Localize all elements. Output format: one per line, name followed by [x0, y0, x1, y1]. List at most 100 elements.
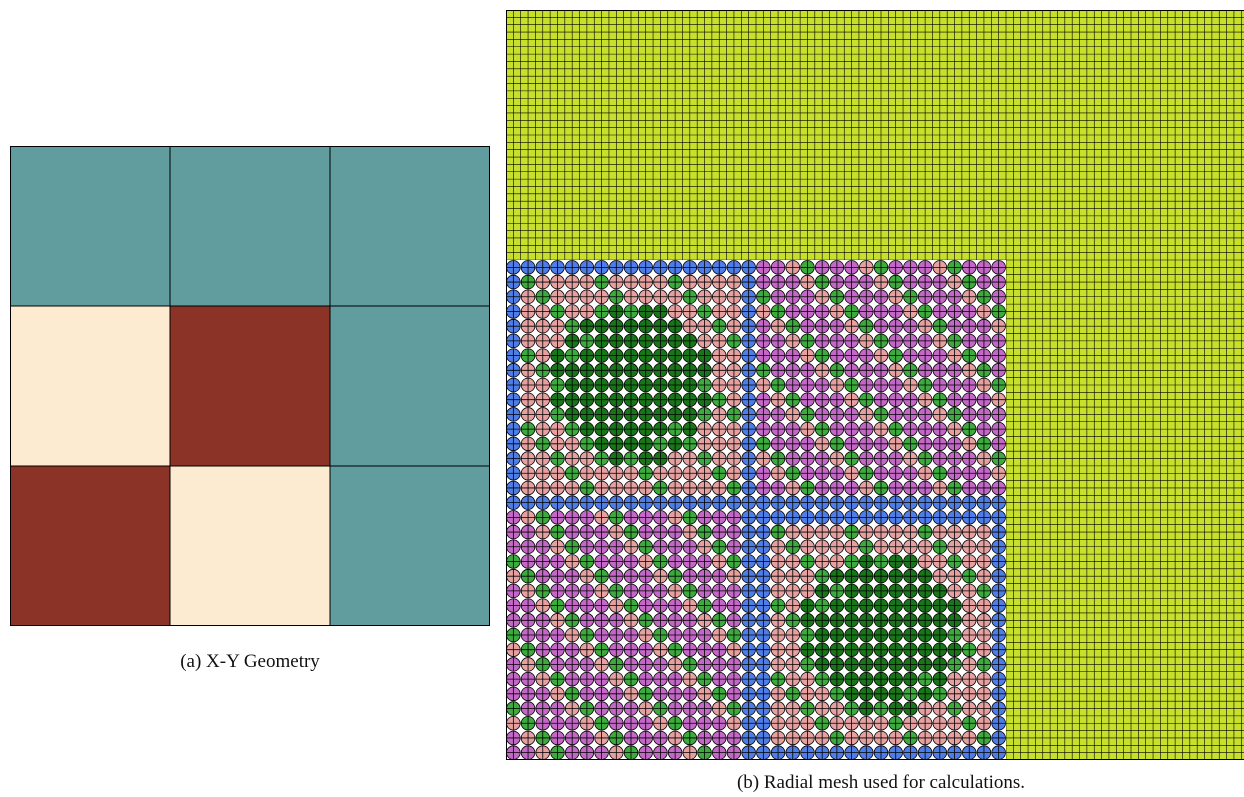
pin-cell-divider	[741, 466, 756, 481]
pin-cell-divider	[506, 304, 521, 319]
pin-cell-divider	[727, 451, 741, 466]
pin-cell-divider	[550, 363, 565, 378]
pin-cell-divider	[977, 466, 991, 481]
pin-cell-divider	[653, 436, 668, 451]
pin-cell-divider	[565, 554, 580, 569]
pin-cell-divider	[741, 304, 756, 319]
pin-cell-divider	[888, 407, 903, 422]
pin-cell-divider	[947, 422, 962, 436]
pin-cell-divider	[668, 348, 682, 363]
pin-cell-divider	[638, 598, 653, 613]
pin-cell-divider	[977, 584, 991, 598]
pin-cell-divider	[830, 701, 844, 716]
pin-cell-divider	[653, 525, 668, 539]
pin-cell-divider	[594, 392, 609, 407]
pin-cell-divider	[624, 363, 638, 378]
pin-cell-divider	[550, 275, 565, 289]
pin-cell-divider	[638, 451, 653, 466]
pin-cell-divider	[932, 657, 947, 672]
pin-cell-divider	[712, 539, 727, 554]
pin-cell-divider	[844, 686, 859, 701]
pin-cell-divider	[565, 525, 580, 539]
pin-cell-divider	[638, 392, 653, 407]
pin-cell-divider	[756, 569, 771, 584]
pin-cell-divider	[932, 584, 947, 598]
pin-cell-divider	[874, 304, 888, 319]
pin-cell-divider	[668, 289, 682, 304]
pin-cell-divider	[830, 407, 844, 422]
pin-cell-divider	[771, 407, 785, 422]
pin-cell-divider	[815, 628, 830, 642]
pin-cell-divider	[771, 510, 785, 525]
pin-cell-divider	[624, 701, 638, 716]
pin-cell-divider	[594, 613, 609, 628]
pin-cell-divider	[918, 686, 932, 701]
pin-cell-divider	[535, 392, 550, 407]
pin-cell-divider	[594, 539, 609, 554]
pin-cell-divider	[535, 481, 550, 495]
pin-cell-divider	[932, 628, 947, 642]
pin-cell-divider	[859, 378, 874, 392]
pin-cell-divider	[550, 481, 565, 495]
pin-cell-divider	[668, 716, 682, 731]
pin-cell-divider	[874, 657, 888, 672]
pin-cell-divider	[785, 436, 800, 451]
pin-cell-divider	[638, 584, 653, 598]
pin-cell-divider	[815, 392, 830, 407]
pin-cell-divider	[977, 613, 991, 628]
pin-cell-divider	[977, 348, 991, 363]
pin-cell-divider	[594, 554, 609, 569]
pin-cell-divider	[565, 745, 580, 760]
pin-cell-divider	[682, 378, 697, 392]
pin-cell-divider	[947, 510, 962, 525]
pin-cell-divider	[609, 716, 624, 731]
pin-cell-divider	[962, 304, 977, 319]
pin-cell-divider	[682, 260, 697, 275]
pin-cell-divider	[712, 363, 727, 378]
pin-cell-divider	[580, 628, 594, 642]
pin-cell-divider	[830, 378, 844, 392]
pin-cell-divider	[962, 628, 977, 642]
pin-cell-divider	[771, 701, 785, 716]
pin-cell-divider	[565, 731, 580, 745]
pin-cell-divider	[888, 525, 903, 539]
pin-cell-divider	[859, 642, 874, 657]
pin-cell-divider	[727, 569, 741, 584]
pin-region-background	[506, 260, 1006, 760]
pin-cell-divider	[903, 642, 918, 657]
pin-cell-divider	[609, 319, 624, 334]
pin-cell-divider	[653, 392, 668, 407]
pin-cell-divider	[609, 495, 624, 510]
pin-cell-divider	[874, 584, 888, 598]
pin-cell-divider	[712, 378, 727, 392]
pin-cell-divider	[580, 334, 594, 348]
pin-cell-divider	[962, 510, 977, 525]
pin-cell-divider	[565, 275, 580, 289]
pin-cell-divider	[697, 686, 712, 701]
pin-cell-divider	[756, 731, 771, 745]
pin-cell-divider	[947, 569, 962, 584]
pin-cell-divider	[712, 657, 727, 672]
pin-cell-divider	[594, 451, 609, 466]
pin-cell-divider	[815, 716, 830, 731]
pin-cell-divider	[771, 628, 785, 642]
pin-cell-divider	[653, 539, 668, 554]
pin-cell-divider	[682, 304, 697, 319]
pin-cell-divider	[550, 304, 565, 319]
pin-cell-divider	[874, 745, 888, 760]
pin-cell-divider	[947, 657, 962, 672]
pin-cell-divider	[859, 731, 874, 745]
pin-cell-divider	[638, 304, 653, 319]
pin-cell-divider	[874, 569, 888, 584]
pin-cell-divider	[991, 598, 1006, 613]
pin-cell-divider	[991, 731, 1006, 745]
pin-cell-divider	[756, 495, 771, 510]
pin-cell-divider	[653, 378, 668, 392]
pin-cell-divider	[977, 731, 991, 745]
pin-cell-divider	[771, 598, 785, 613]
pin-cell-divider	[594, 319, 609, 334]
pin-cell-divider	[844, 407, 859, 422]
pin-cell-divider	[624, 407, 638, 422]
pin-cell-divider	[712, 436, 727, 451]
pin-cell-divider	[638, 731, 653, 745]
